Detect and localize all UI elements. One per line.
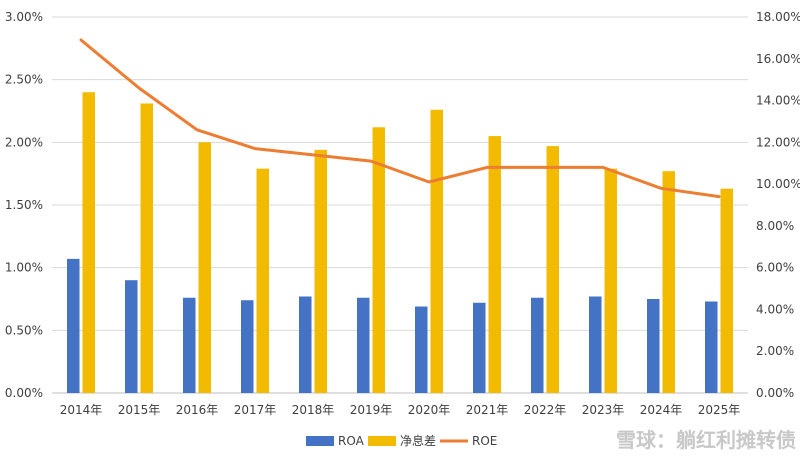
left-tick-label: 0.50% [5,323,43,337]
roa-bar [705,301,718,393]
right-tick-label: 2.00% [756,344,794,358]
roa-bar [647,299,660,393]
x-tick-label: 2016年 [176,403,219,417]
right-axis-ticks: 0.00% 2.00% 4.00% 6.00% 8.00% 10.00% 12.00% 14.… [756,10,800,400]
right-tick-label: 8.00% [756,219,794,233]
legend-label: ROE [472,434,497,448]
left-tick-label: 3.00% [5,10,43,24]
nim-bar [314,149,327,393]
roa-bar [531,297,544,393]
gridlines [52,16,748,394]
right-tick-label: 12.00% [756,135,800,149]
right-tick-label: 4.00% [756,302,794,316]
legend-swatch [306,436,334,446]
watermark: 雪球：躺红利摊转债 [616,428,796,452]
roa-bar [589,296,602,393]
nim-bar [720,188,733,393]
right-tick-label: 16.00% [756,52,800,66]
nim-bar [198,142,211,393]
roa-bar [125,280,138,393]
left-tick-label: 0.00% [5,386,43,400]
x-axis-ticks: 2014年 2015年 2016年 2017年 2018年 2019年 2020年 2021年… [60,403,741,417]
nim-bar [140,103,153,393]
right-tick-label: 0.00% [756,386,794,400]
nim-bar [256,168,269,393]
right-tick-label: 18.00% [756,10,800,24]
nim-bar [662,171,675,393]
x-tick-label: 2014年 [60,403,103,417]
left-tick-label: 1.00% [5,261,43,275]
nim-bar [372,127,385,393]
roe-line [79,38,721,199]
roe-line-group [79,38,721,199]
legend-label: 净息差 [400,433,436,448]
left-tick-label: 1.50% [5,198,43,212]
nim-bar [488,136,501,394]
nim-bar [430,109,443,393]
nim-bar [546,146,559,393]
x-tick-label: 2021年 [466,403,509,417]
roa-bar [183,297,196,393]
roa-bar [299,296,312,393]
roa-bar [357,297,370,393]
legend-label: ROA [338,434,365,448]
x-tick-label: 2025年 [698,403,741,417]
roa-bar [67,258,80,393]
right-tick-label: 14.00% [756,94,800,108]
left-tick-label: 2.00% [5,135,43,149]
x-tick-label: 2015年 [118,403,161,417]
x-tick-label: 2018年 [292,403,335,417]
x-tick-label: 2017年 [234,403,277,417]
legend: ROA 净息差 ROE [306,433,497,448]
nim-bar [604,168,617,393]
x-tick-label: 2023年 [582,403,625,417]
roa-bar [473,302,486,393]
left-axis-ticks: 0.00% 0.50% 1.00% 1.50% 2.00% 2.50% 3.00% [5,10,43,400]
left-tick-label: 2.50% [5,73,43,87]
right-tick-label: 6.00% [756,261,794,275]
x-tick-label: 2019年 [350,403,393,417]
right-tick-label: 10.00% [756,177,800,191]
legend-swatch [368,436,396,446]
x-tick-label: 2020年 [408,403,451,417]
roa-bar [415,306,428,393]
x-tick-label: 2022年 [524,403,567,417]
bars [67,92,733,394]
roa-bar [241,300,254,393]
x-tick-label: 2024年 [640,403,683,417]
nim-bar [82,92,95,393]
